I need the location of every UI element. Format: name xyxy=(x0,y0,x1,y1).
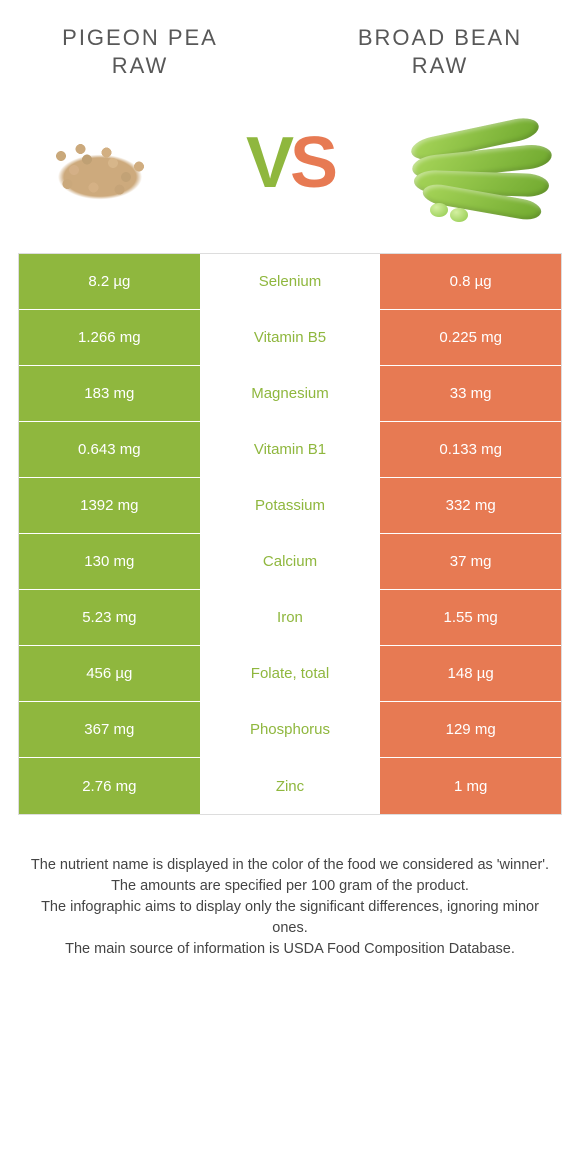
footer-line: The infographic aims to display only the… xyxy=(30,897,550,939)
left-value: 0.643 mg xyxy=(19,422,200,477)
vs-v: V xyxy=(246,122,290,204)
left-value: 367 mg xyxy=(19,702,200,757)
nutrient-label: Zinc xyxy=(200,758,381,814)
nutrient-label: Selenium xyxy=(200,254,381,309)
table-row: 2.76 mgZinc1 mg xyxy=(19,758,561,814)
right-value: 33 mg xyxy=(380,366,561,421)
right-value: 37 mg xyxy=(380,534,561,589)
footer-notes: The nutrient name is displayed in the co… xyxy=(0,815,580,980)
header: PIGEON PEA RAW BROAD BEAN RAW xyxy=(0,0,580,91)
images-row: VS xyxy=(0,91,580,253)
left-value: 1392 mg xyxy=(19,478,200,533)
vs-s: S xyxy=(290,122,334,204)
left-value: 2.76 mg xyxy=(19,758,200,814)
left-value: 8.2 µg xyxy=(19,254,200,309)
left-value: 5.23 mg xyxy=(19,590,200,645)
table-row: 1.266 mgVitamin B50.225 mg xyxy=(19,310,561,366)
vs-label: VS xyxy=(246,122,334,204)
nutrient-label: Iron xyxy=(200,590,381,645)
right-value: 0.225 mg xyxy=(380,310,561,365)
table-row: 8.2 µgSelenium0.8 µg xyxy=(19,254,561,310)
table-row: 5.23 mgIron1.55 mg xyxy=(19,590,561,646)
pigeon-pea-icon xyxy=(20,103,180,223)
right-value: 0.133 mg xyxy=(380,422,561,477)
left-value: 1.266 mg xyxy=(19,310,200,365)
table-row: 367 mgPhosphorus129 mg xyxy=(19,702,561,758)
nutrient-label: Vitamin B1 xyxy=(200,422,381,477)
right-value: 1 mg xyxy=(380,758,561,814)
left-food-title: PIGEON PEA RAW xyxy=(40,24,240,79)
infographic-container: PIGEON PEA RAW BROAD BEAN RAW VS 8.2 µgS… xyxy=(0,0,580,980)
nutrient-label: Magnesium xyxy=(200,366,381,421)
right-value: 1.55 mg xyxy=(380,590,561,645)
right-food-title: BROAD BEAN RAW xyxy=(340,24,540,79)
nutrient-label: Folate, total xyxy=(200,646,381,701)
nutrient-label: Vitamin B5 xyxy=(200,310,381,365)
left-value: 183 mg xyxy=(19,366,200,421)
table-row: 183 mgMagnesium33 mg xyxy=(19,366,561,422)
broad-bean-icon xyxy=(400,103,560,223)
right-value: 148 µg xyxy=(380,646,561,701)
footer-line: The nutrient name is displayed in the co… xyxy=(30,855,550,876)
nutrient-table: 8.2 µgSelenium0.8 µg1.266 mgVitamin B50.… xyxy=(18,253,562,815)
nutrient-label: Calcium xyxy=(200,534,381,589)
left-value: 130 mg xyxy=(19,534,200,589)
footer-line: The main source of information is USDA F… xyxy=(30,939,550,960)
right-value: 332 mg xyxy=(380,478,561,533)
nutrient-label: Potassium xyxy=(200,478,381,533)
left-value: 456 µg xyxy=(19,646,200,701)
nutrient-label: Phosphorus xyxy=(200,702,381,757)
table-row: 130 mgCalcium37 mg xyxy=(19,534,561,590)
right-value: 129 mg xyxy=(380,702,561,757)
table-row: 1392 mgPotassium332 mg xyxy=(19,478,561,534)
table-row: 456 µgFolate, total148 µg xyxy=(19,646,561,702)
table-row: 0.643 mgVitamin B10.133 mg xyxy=(19,422,561,478)
right-value: 0.8 µg xyxy=(380,254,561,309)
footer-line: The amounts are specified per 100 gram o… xyxy=(30,876,550,897)
